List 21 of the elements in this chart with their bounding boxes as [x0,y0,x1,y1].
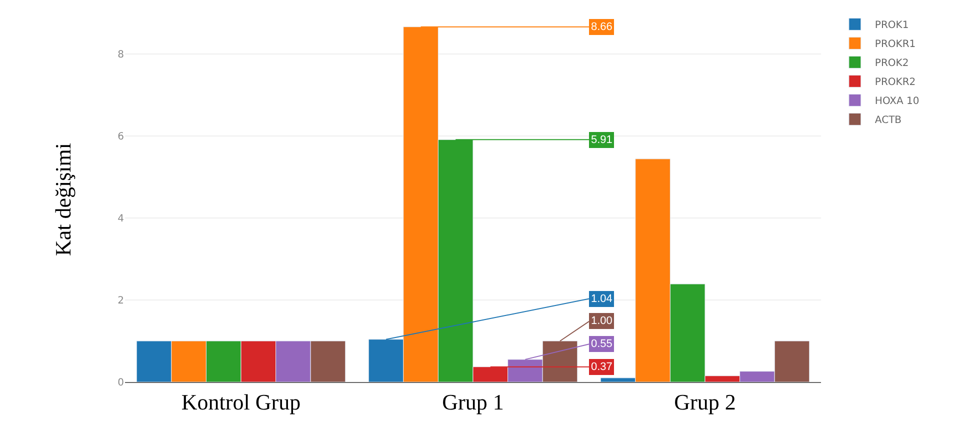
legend-label: PROK2 [874,58,909,70]
legend-label: HOXA 10 [874,96,920,108]
y-axis-title: Kat değişimi [50,142,76,256]
x-tick-label: Grup 2 [674,389,736,414]
data-label: 1.00 [591,315,612,327]
data-label: 1.04 [591,293,612,305]
x-tick-label: Grup 1 [442,389,504,414]
y-tick-label: 0 [118,378,124,388]
legend-label: PROKR2 [874,77,916,88]
data-label: 5.91 [591,134,612,146]
legend-label: PROKR1 [874,39,916,50]
y-tick-label: 8 [118,49,124,60]
y-tick-label: 4 [118,213,124,224]
legend-label: ACTB [874,115,902,126]
x-tick-label: Kontrol Grup [181,389,301,414]
data-label: 8.66 [591,21,612,33]
y-tick-label: 6 [118,131,124,142]
legend-label: PROK1 [874,20,909,32]
y-tick-label: 2 [118,295,124,306]
data-label: 0.55 [591,338,612,350]
data-label: 0.37 [591,361,612,373]
